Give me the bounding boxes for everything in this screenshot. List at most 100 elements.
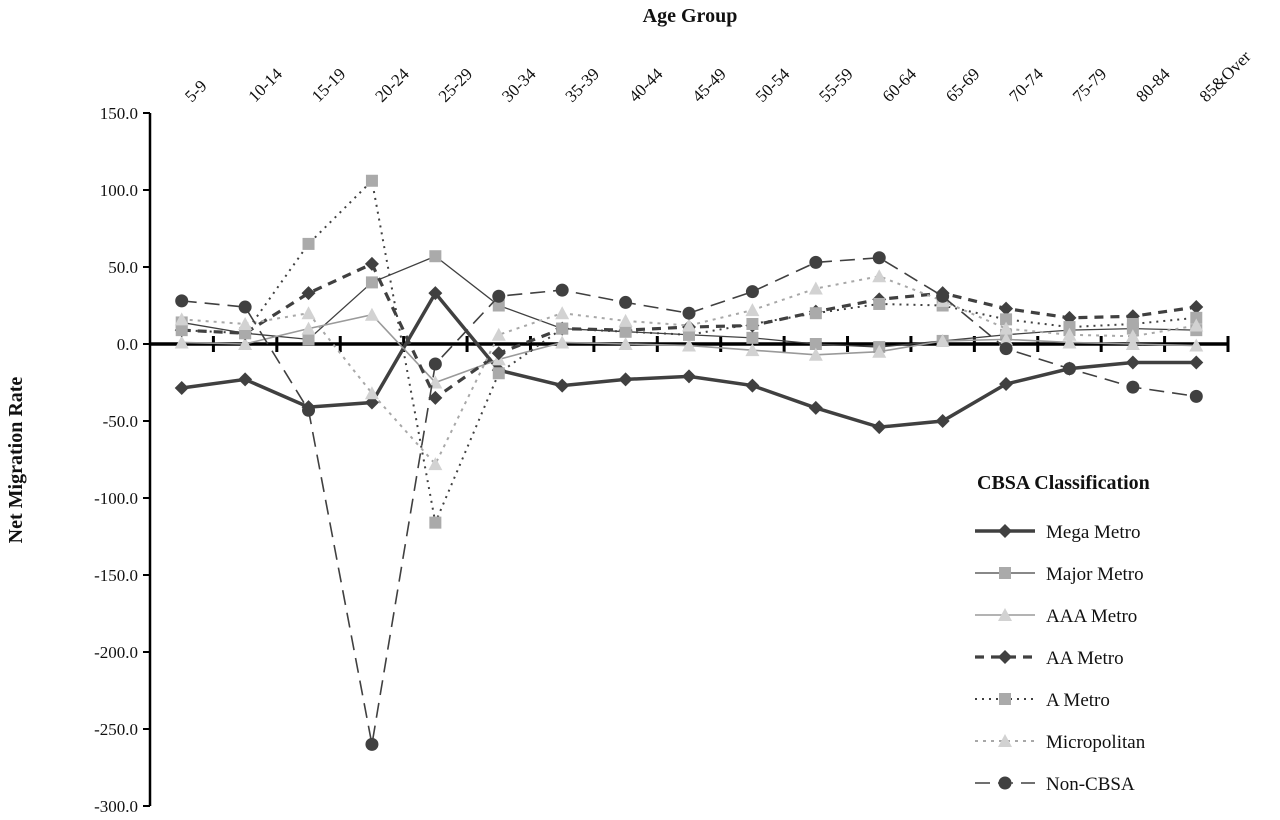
data-point-micropolitan [618, 313, 633, 327]
legend-item-micropolitan: Micropolitan [975, 732, 1146, 753]
data-point-micropolitan [364, 386, 379, 400]
data-point-mega-metro [808, 400, 823, 415]
data-point-non-cbsa [1062, 362, 1076, 376]
data-point-major-metro [492, 299, 505, 312]
legend-item-aa-metro: AA Metro [975, 648, 1124, 669]
legend-label: Major Metro [1046, 564, 1144, 585]
series-line-a-metro [181, 178, 1197, 527]
data-point-micropolitan [174, 312, 189, 326]
data-point-micropolitan [428, 457, 443, 471]
y-tick-label: 150.0 [100, 104, 138, 123]
y-tick-label: 50.0 [108, 258, 138, 277]
data-point-aaa-metro [555, 335, 570, 349]
data-point-mega-metro [174, 381, 189, 396]
data-point-mega-metro [745, 378, 760, 393]
series-group [174, 174, 1204, 751]
legend-label: Non-CBSA [1046, 774, 1135, 795]
legend-marker-circle [998, 776, 1012, 790]
data-point-aaa-metro [238, 337, 253, 350]
data-point-a-metro [175, 324, 188, 337]
data-point-aaa-metro [618, 337, 633, 350]
y-tick-label: 0.0 [117, 335, 138, 354]
data-point-a-metro [239, 327, 252, 340]
data-point-micropolitan [1125, 329, 1140, 343]
data-point-aaa-metro [999, 332, 1014, 346]
data-point-non-cbsa [809, 255, 823, 269]
data-point-major-metro [746, 331, 759, 344]
data-point-micropolitan [872, 269, 887, 283]
y-tick-label: -50.0 [103, 412, 138, 431]
y-tick-label: -200.0 [94, 643, 138, 662]
data-point-mega-metro [618, 372, 633, 387]
data-point-a-metro [1000, 313, 1013, 326]
data-point-a-metro [302, 237, 315, 250]
data-point-mega-metro [555, 378, 570, 393]
legend: CBSA Classification Mega Metro Major Metr… [975, 472, 1150, 795]
data-point-mega-metro [999, 377, 1014, 392]
data-point-non-cbsa [428, 357, 442, 371]
data-point-non-cbsa [682, 306, 696, 320]
y-tick-label: -300.0 [94, 797, 138, 816]
data-point-micropolitan [555, 306, 570, 320]
x-tick-label: 50-54 [752, 64, 794, 106]
data-point-non-cbsa [1126, 380, 1140, 394]
data-point-major-metro [302, 333, 315, 346]
data-point-non-cbsa [365, 737, 379, 751]
data-point-aaa-metro [1062, 335, 1077, 349]
data-point-micropolitan [301, 306, 316, 320]
data-point-a-metro [683, 328, 695, 341]
data-point-micropolitan [999, 321, 1014, 335]
legend-item-mega-metro: Mega Metro [975, 522, 1140, 543]
data-point-mega-metro [238, 372, 253, 387]
data-point-a-metro [429, 516, 442, 529]
legend-marker-diamond [998, 524, 1012, 538]
data-point-micropolitan [682, 318, 696, 332]
data-point-mega-metro [935, 414, 950, 428]
data-point-mega-metro [682, 369, 696, 384]
data-point-aaa-metro [872, 344, 887, 358]
data-point-micropolitan [1189, 318, 1204, 332]
legend-label: AA Metro [1046, 648, 1124, 669]
data-point-mega-metro [872, 420, 887, 435]
data-point-non-cbsa [492, 289, 506, 303]
series-micropolitan [174, 269, 1204, 471]
legend-label: Micropolitan [1046, 732, 1146, 753]
y-tick-label: 100.0 [100, 181, 138, 200]
data-point-a-metro [365, 174, 378, 187]
x-tick-label: 15-19 [308, 64, 349, 105]
x-tick-label: 70-74 [1005, 64, 1047, 106]
legend-marker-square [999, 567, 1011, 579]
x-axis-title: Age Group [643, 5, 738, 27]
series-non-cbsa [175, 251, 1203, 751]
data-point-aa-metro [491, 346, 506, 361]
data-point-aaa-metro [935, 333, 950, 347]
data-point-non-cbsa [872, 251, 886, 265]
data-point-a-metro [1126, 317, 1139, 330]
x-tick-label: 5-9 [181, 76, 210, 105]
legend-item-aaa-metro: AAA Metro [975, 606, 1137, 627]
legend-marker-triangle [998, 608, 1012, 621]
data-point-major-metro [365, 276, 378, 289]
data-point-aa-metro [428, 390, 443, 405]
data-point-non-cbsa [999, 342, 1013, 356]
data-point-micropolitan [808, 281, 823, 295]
data-point-non-cbsa [1189, 389, 1203, 403]
y-tick-label: -150.0 [94, 566, 138, 585]
data-point-a-metro [619, 325, 632, 338]
x-tick-label: 20-24 [371, 64, 413, 106]
data-point-aaa-metro [1189, 338, 1204, 352]
x-tick-label: 25-29 [435, 64, 476, 105]
legend-label: Mega Metro [1046, 522, 1140, 543]
data-point-aaa-metro [682, 338, 696, 352]
data-point-non-cbsa [619, 295, 633, 309]
legend-item-major-metro: Major Metro [975, 564, 1144, 585]
legend-marker-triangle [998, 734, 1012, 747]
data-point-a-metro [492, 367, 505, 380]
data-point-aa-metro [999, 301, 1014, 316]
legend-label: A Metro [1046, 690, 1110, 711]
x-tick-label: 75-79 [1069, 64, 1110, 105]
data-point-micropolitan [238, 316, 253, 330]
legend-item-a-metro: A Metro [975, 690, 1110, 711]
data-point-non-cbsa [555, 283, 569, 297]
